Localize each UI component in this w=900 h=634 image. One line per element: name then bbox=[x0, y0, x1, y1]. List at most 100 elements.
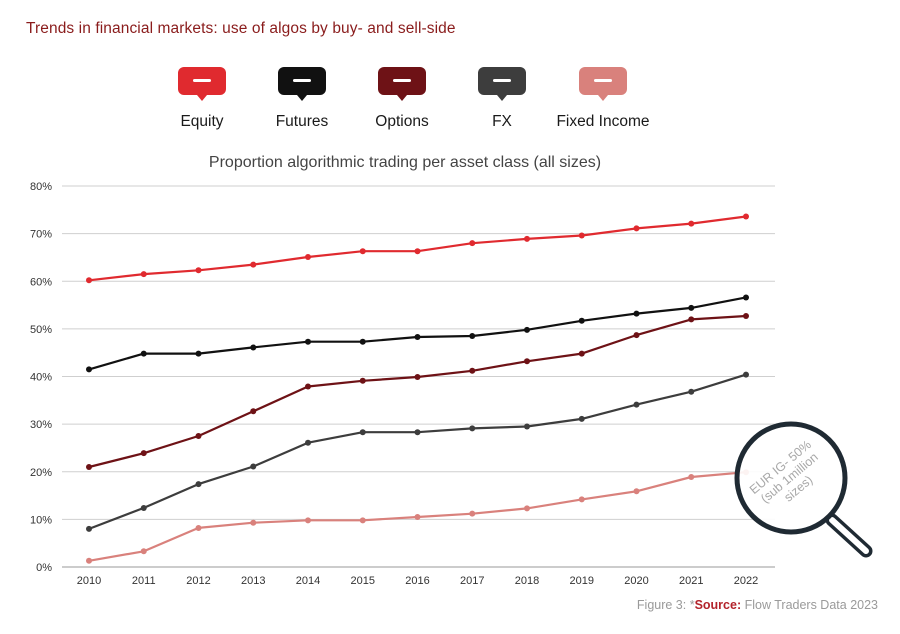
speech-bubble-icon bbox=[478, 67, 526, 101]
data-point-equity bbox=[688, 220, 695, 227]
data-point-futures bbox=[359, 338, 366, 345]
y-tick-label: 60% bbox=[30, 276, 52, 288]
y-tick-label: 80% bbox=[30, 181, 52, 193]
y-tick-label: 50% bbox=[30, 324, 52, 336]
data-point-options bbox=[414, 373, 421, 380]
legend-label: Options bbox=[375, 113, 429, 130]
legend-item-equity: Equity bbox=[137, 66, 267, 131]
data-point-options bbox=[688, 316, 695, 323]
data-point-options bbox=[195, 433, 202, 440]
x-tick-label: 2015 bbox=[351, 575, 375, 587]
data-point-equity bbox=[524, 235, 530, 242]
data-point-fx bbox=[86, 525, 92, 532]
series-line-fx bbox=[88, 373, 747, 530]
legend-item-fixed-income: Fixed Income bbox=[538, 66, 668, 131]
data-point-equity bbox=[359, 248, 366, 255]
data-point-futures bbox=[578, 317, 585, 324]
data-point-fixed-income bbox=[359, 517, 366, 524]
data-point-equity bbox=[578, 232, 585, 239]
data-point-options bbox=[86, 463, 92, 470]
data-point-fixed-income bbox=[578, 496, 585, 503]
legend-item-futures: Futures bbox=[237, 66, 367, 131]
data-point-futures bbox=[469, 333, 476, 340]
data-point-fx bbox=[578, 415, 585, 422]
y-tick-label: 40% bbox=[30, 372, 52, 384]
data-point-options bbox=[469, 367, 476, 374]
data-point-equity bbox=[469, 240, 476, 247]
data-point-fx bbox=[524, 423, 530, 430]
data-point-options bbox=[524, 358, 530, 365]
data-point-fx bbox=[359, 429, 366, 436]
magnifying-glass-icon: EUR IG- 50%(sub 1millionsizes) bbox=[734, 421, 873, 558]
chart-title: Proportion algorithmic trading per asset… bbox=[208, 154, 602, 171]
x-tick-label: 2011 bbox=[132, 575, 156, 587]
y-tick-label: 10% bbox=[30, 514, 52, 526]
x-tick-label: 2022 bbox=[734, 575, 758, 587]
legend-label: Fixed Income bbox=[556, 113, 650, 130]
data-point-options bbox=[359, 377, 366, 384]
data-point-futures bbox=[195, 350, 202, 357]
data-point-equity bbox=[743, 213, 749, 220]
x-tick-label: 2021 bbox=[679, 575, 703, 587]
data-point-options bbox=[305, 383, 311, 390]
x-tick-label: 2016 bbox=[405, 575, 429, 587]
data-point-futures bbox=[688, 304, 695, 311]
data-point-fx bbox=[743, 371, 749, 378]
speech-bubble-icon bbox=[278, 67, 326, 101]
speech-bubble-icon bbox=[378, 67, 426, 101]
data-point-fixed-income bbox=[305, 517, 311, 524]
data-point-fx bbox=[305, 439, 311, 446]
data-point-fixed-income bbox=[86, 557, 92, 564]
data-point-fixed-income bbox=[633, 488, 640, 495]
x-tick-label: 2017 bbox=[460, 575, 484, 587]
legend-label: Equity bbox=[180, 113, 224, 130]
data-point-options bbox=[250, 408, 257, 415]
data-point-equity bbox=[140, 271, 147, 278]
data-point-options bbox=[743, 313, 749, 320]
data-point-fixed-income bbox=[469, 510, 476, 517]
data-point-futures bbox=[414, 333, 421, 340]
x-tick-label: 2014 bbox=[296, 575, 320, 587]
y-tick-label: 70% bbox=[30, 229, 52, 241]
legend-label: Futures bbox=[275, 113, 329, 130]
x-tick-label: 2018 bbox=[515, 575, 539, 587]
source-label: Source: bbox=[694, 598, 742, 612]
y-tick-label: 20% bbox=[30, 467, 52, 479]
data-point-fixed-income bbox=[414, 513, 421, 520]
data-point-fx bbox=[195, 481, 202, 488]
data-point-futures bbox=[524, 326, 530, 333]
data-point-futures bbox=[140, 350, 147, 357]
data-point-options bbox=[633, 332, 640, 339]
data-point-fx bbox=[633, 401, 640, 408]
data-point-futures bbox=[305, 338, 311, 345]
page-title: Trends in financial markets: use of algo… bbox=[26, 20, 456, 37]
data-point-fx bbox=[688, 388, 695, 395]
speech-bubble-icon bbox=[178, 67, 226, 101]
x-tick-label: 2013 bbox=[241, 575, 265, 587]
data-point-fx bbox=[140, 504, 147, 511]
data-point-futures bbox=[743, 294, 749, 301]
data-point-futures bbox=[250, 344, 257, 351]
data-point-equity bbox=[305, 253, 311, 260]
data-point-equity bbox=[633, 225, 640, 232]
figure-label: Figure 3: * bbox=[636, 598, 695, 612]
data-point-equity bbox=[195, 267, 202, 274]
source-text: Flow Traders Data 2023 bbox=[741, 598, 878, 612]
data-point-fx bbox=[250, 463, 257, 470]
data-point-equity bbox=[86, 277, 92, 284]
x-tick-label: 2010 bbox=[77, 575, 101, 587]
data-point-fixed-income bbox=[195, 524, 202, 531]
chart-legend: Equity Futures Options FX Fixed Income bbox=[0, 66, 900, 136]
figure-source-note: Figure 3: *Source: Flow Traders Data 202… bbox=[637, 598, 878, 612]
data-point-fx bbox=[414, 429, 421, 436]
y-tick-label: 0% bbox=[36, 562, 52, 574]
x-tick-label: 2019 bbox=[570, 575, 594, 587]
data-point-fixed-income bbox=[140, 548, 147, 555]
x-tick-label: 2020 bbox=[624, 575, 648, 587]
data-point-options bbox=[578, 350, 585, 357]
data-point-futures bbox=[633, 310, 640, 317]
series-line-futures bbox=[88, 296, 747, 371]
legend-label: FX bbox=[492, 113, 512, 130]
legend-item-options: Options bbox=[337, 66, 467, 131]
